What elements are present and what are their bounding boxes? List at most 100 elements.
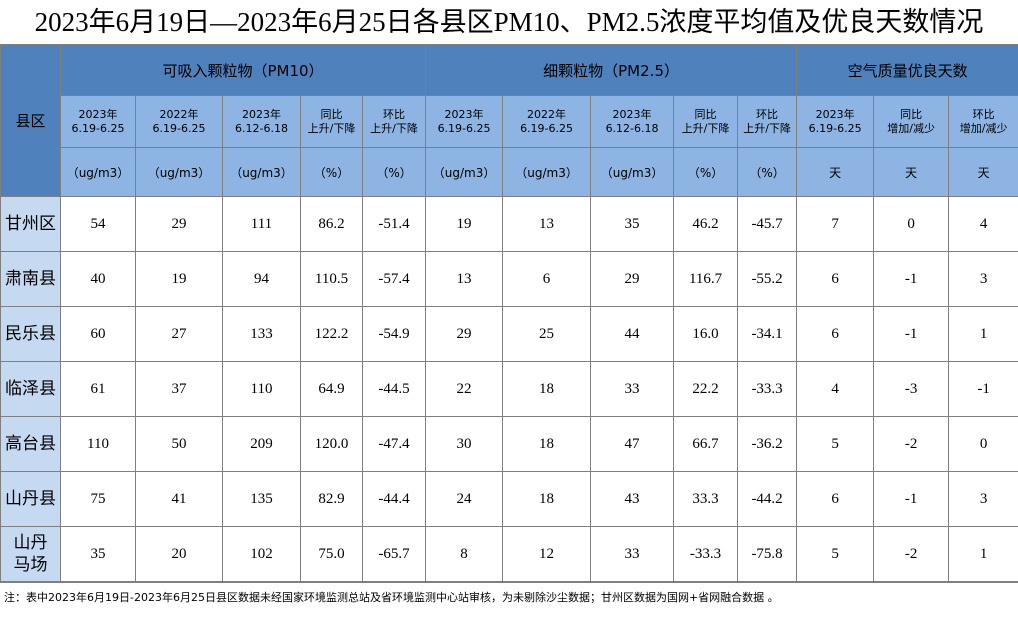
text-line: 环比 [972,107,995,121]
data-row: 甘州区 54 29 111 86.2 -51.4 19 13 35 46.2 -45.7 7 0 4 [0,196,1018,252]
table-cell: -55.2 [737,251,798,307]
text-line: 山丹 [13,533,48,552]
table-cell: 43 [590,471,675,527]
text-line: 同比 [320,107,343,121]
table-cell: 82.9 [300,471,363,527]
text-line: 临泽县 [5,379,56,398]
text-line: 2023年 [612,107,652,121]
table-cell: 50 [135,416,223,472]
table-cell: 18 [502,361,592,417]
district-cell: 甘州区 [0,196,61,252]
table-cell: -51.4 [361,196,427,252]
table-cell: -2 [873,416,950,472]
table-cell: -57.4 [361,251,427,307]
table-cell: 22.2 [673,361,739,417]
subheader: 环比 增加/减少 [948,95,1018,148]
table-cell: -45.7 [737,196,798,252]
text-line: 山丹县 [5,489,56,508]
table-cell: 3 [948,251,1018,307]
text-line: 2023年 [815,107,855,121]
group-header: 空气质量优良天数 [796,44,1018,96]
data-row: 肃南县 40 19 94 110.5 -57.4 13 6 29 116.7 -55.2 6 -1 3 [0,251,1018,307]
table-cell: -44.4 [361,471,427,527]
table-cell: 94 [222,251,301,307]
table-cell: 24 [425,471,504,527]
table-cell: 135 [222,471,301,527]
table-cell: 19 [425,196,504,252]
table-cell: 3 [948,471,1018,527]
corner-header: 县区 [0,44,61,197]
table-cell: 209 [222,416,301,472]
table-cell: -47.4 [361,416,427,472]
table-cell: 6 [796,471,875,527]
subheader: 2023年 6.19-6.25 [425,95,504,148]
district-cell: 肃南县 [0,251,61,307]
table-cell: 19 [135,251,223,307]
group-header: 细颗粒物（PM2.5） [425,44,798,96]
unit-header: （ug/m3） [502,147,592,197]
table-cell: 54 [60,196,136,252]
unit-header: （ug/m3） [590,147,675,197]
text-line: 6.12-6.18 [235,121,288,135]
unit-header: 天 [948,147,1018,197]
district-cell: 山丹 马场 [0,526,61,582]
title: 2023年6月19日—2023年6月25日各县区PM10、PM2.5浓度平均值及… [34,7,984,37]
unit-header: （%） [300,147,363,197]
subheader: 2023年 6.12-6.18 [222,95,301,148]
unit-header: （ug/m3） [60,147,136,197]
table-cell: -33.3 [673,526,739,582]
table-cell: 102 [222,526,301,582]
data-row: 山丹县 75 41 135 82.9 -44.4 24 18 43 33.3 -44.2 6 -1 3 [0,471,1018,527]
table-cell: -34.1 [737,306,798,362]
header-row: 县区 可吸入颗粒物（PM10） 细颗粒物（PM2.5） 空气质量优良天数 [0,44,1018,197]
table-cell: -3 [873,361,950,417]
table-cell: -1 [873,306,950,362]
table-cell: 64.9 [300,361,363,417]
table-cell: 5 [796,416,875,472]
table-cell: 12 [502,526,592,582]
district-cell: 高台县 [0,416,61,472]
table-cell: -1 [948,361,1018,417]
subheader: 同比 上升/下降 [673,95,739,148]
text-line: 甘州区 [5,214,56,233]
unit-row: （ug/m3） （ug/m3） （ug/m3） （%） （%） （ug/m3） （ug/m3… [1,147,1018,197]
table-cell: 110.5 [300,251,363,307]
text-line: 6.19-6.25 [437,121,491,135]
unit-header: （%） [361,147,427,197]
district-cell: 民乐县 [0,306,61,362]
table-cell: 110 [60,416,136,472]
table-cell: 47 [590,416,675,472]
data-row: 高台县 110 50 209 120.0 -47.4 30 18 47 66.7 -36.2 5 -2 0 [0,416,1018,472]
table-cell: -44.5 [361,361,427,417]
text-line: 上升/下降 [743,121,791,135]
text-line: 同比 [694,107,717,121]
table-cell: 7 [796,196,875,252]
text-line: 6.12-6.18 [605,121,659,135]
data-row: 民乐县 60 27 133 122.2 -54.9 29 25 44 16.0 -34.1 6 -1 1 [0,306,1018,362]
text-line: 肃南县 [5,269,56,288]
table-cell: -1 [873,251,950,307]
table-cell: -65.7 [361,526,427,582]
text-line: 民乐县 [5,324,56,343]
table-cell: 16.0 [673,306,739,362]
text-line: 高台县 [5,434,56,453]
table-cell: 122.2 [300,306,363,362]
table-cell: 20 [135,526,223,582]
table-cell: 22 [425,361,504,417]
table-cell: 13 [502,196,592,252]
table-cell: 35 [60,526,136,582]
unit-header: （ug/m3） [425,147,504,197]
text-line: 2023年 [444,107,484,121]
text-line: 增加/减少 [959,121,1008,135]
table-cell: 1 [948,526,1018,582]
table-cell: 29 [590,251,675,307]
text-line: 马场 [13,555,48,574]
table-cell: 0 [873,196,950,252]
table-cell: 6 [796,251,875,307]
table-cell: 75 [60,471,136,527]
table-cell: -36.2 [737,416,798,472]
table-cell: 30 [425,416,504,472]
subheader: 同比 上升/下降 [300,95,363,148]
text-line: 6.19-6.25 [808,121,862,135]
table-cell: 33 [590,526,675,582]
